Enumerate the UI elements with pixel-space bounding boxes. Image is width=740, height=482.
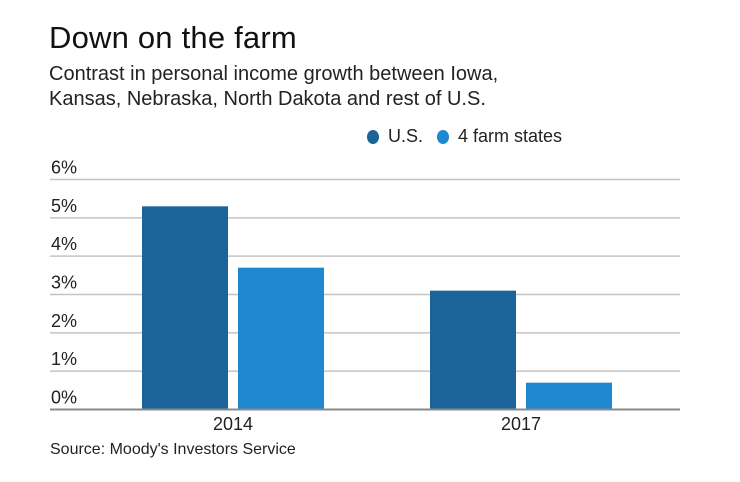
legend-item-farm-states: 4 farm states: [437, 126, 562, 147]
bar-4-farm-states-2014: [238, 267, 324, 410]
y-tick-label: 2%: [51, 311, 77, 331]
legend-item-us: U.S.: [367, 126, 423, 147]
y-tick-label: 0%: [51, 388, 77, 408]
y-tick-label: 4%: [51, 234, 77, 254]
x-axis-labels: 2014 2017: [213, 414, 541, 434]
subtitle-line-1: Contrast in personal income growth betwe…: [49, 63, 499, 85]
chart-subtitle: Contrast in personal income growth betwe…: [49, 62, 709, 112]
legend-dot-farm-states-icon: [437, 129, 450, 144]
x-tick-label: 2017: [501, 414, 541, 434]
legend-dot-us-icon: [367, 129, 379, 144]
subtitle-line-2: Kansas, Nebraska, North Dakota and rest …: [49, 88, 486, 110]
source-note: Source: Moody's Investors Service: [50, 441, 296, 458]
chart-title: Down on the farm: [49, 20, 297, 55]
y-tick-label: 1%: [51, 349, 77, 369]
y-tick-label: 3%: [51, 273, 77, 293]
y-tick-label: 6%: [51, 158, 77, 178]
y-axis-labels: 0% 1% 2% 3% 4% 5% 6%: [51, 158, 77, 408]
bar-u-s--2014: [142, 206, 228, 410]
legend-label-farm-states: 4 farm states: [458, 126, 563, 146]
legend-label-us: U.S.: [388, 126, 424, 146]
chart-legend: U.S. 4 farm states: [367, 126, 576, 147]
bar-u-s--2017: [430, 290, 516, 410]
y-tick-label: 5%: [51, 196, 77, 216]
bars: [142, 206, 612, 410]
x-tick-label: 2014: [213, 414, 253, 434]
bar-4-farm-states-2017: [526, 382, 612, 410]
